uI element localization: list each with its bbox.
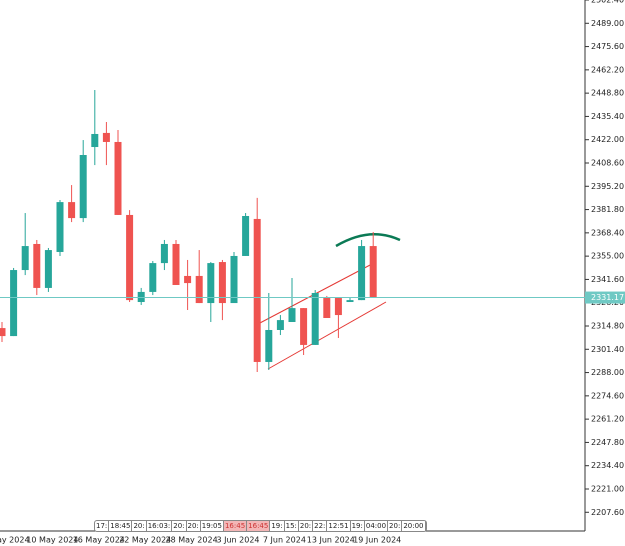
candle-body — [91, 133, 99, 148]
session-label: 20: — [173, 521, 187, 531]
session-label: 04:00 — [365, 521, 389, 531]
y-tick-label: 2395.20 — [591, 182, 624, 191]
y-tick-label: 2502.40 — [591, 0, 624, 5]
session-label: 20: — [389, 521, 403, 531]
candle-body — [276, 320, 284, 330]
session-label: 20:00 — [403, 521, 426, 531]
candle-body — [114, 141, 122, 215]
y-tick-label: 2207.60 — [591, 508, 624, 517]
y-tick-label: 2314.80 — [591, 321, 624, 330]
session-label: 15: — [285, 521, 299, 531]
y-tick-label: 2274.60 — [591, 391, 624, 400]
current-price-box — [585, 291, 625, 304]
session-label: 18:45 — [110, 521, 133, 531]
y-tick-label: 2221.00 — [591, 484, 624, 493]
candle-body — [10, 270, 18, 337]
x-tick-label: 3 Jun 2024 — [216, 536, 259, 545]
candle-body — [137, 291, 145, 303]
candle-body — [21, 246, 29, 271]
candle-body — [56, 202, 64, 252]
candle-body — [33, 243, 41, 288]
candle-body — [207, 263, 215, 304]
candle-body — [369, 246, 377, 298]
x-tick-label: 28 May 2024 — [166, 536, 218, 545]
candle-body — [300, 308, 308, 345]
session-label: 22: — [314, 521, 328, 531]
current-price-label: 2331.17 — [591, 293, 624, 302]
candle-body — [311, 292, 319, 345]
y-tick-label: 2381.80 — [591, 205, 624, 214]
session-label: 19: — [351, 521, 365, 531]
session-label: 16:45 — [223, 521, 248, 531]
y-tick-label: 2475.60 — [591, 42, 624, 51]
x-tick-label: 13 Jun 2024 — [307, 536, 355, 545]
arc-drawing — [335, 233, 401, 248]
session-label: 17: — [96, 521, 110, 531]
session-label: 20: — [187, 521, 201, 531]
candle-body — [323, 298, 331, 318]
x-tick-label: 7 Jun 2024 — [263, 536, 306, 545]
candle-body — [242, 215, 250, 256]
candle-body — [184, 275, 192, 284]
session-label: 20: — [299, 521, 314, 531]
candle-body — [68, 202, 76, 219]
candle-body — [265, 329, 273, 362]
y-tick-label: 2301.40 — [591, 345, 624, 354]
y-tick-label: 2341.60 — [591, 275, 624, 284]
candle-body — [0, 328, 6, 337]
candle-body — [102, 132, 110, 142]
candle-body — [230, 255, 238, 304]
session-label: 19:05 — [201, 521, 224, 531]
x-tick-label: 6 May 2024 — [0, 536, 30, 545]
y-tick-label: 2368.40 — [591, 228, 624, 237]
y-tick-label: 2355.00 — [591, 252, 624, 261]
session-label: 20: — [133, 521, 147, 531]
x-tick-label: 10 May 2024 — [26, 536, 78, 545]
candle-body — [288, 308, 296, 322]
candle-body — [79, 155, 87, 219]
candle-body — [195, 275, 203, 304]
y-tick-label: 2288.00 — [591, 368, 624, 377]
x-tick-label: 19 Jun 2024 — [353, 536, 401, 545]
y-tick-label: 2435.40 — [591, 112, 624, 121]
y-tick-label: 2422.00 — [591, 135, 624, 144]
candle-body — [218, 262, 226, 304]
candle-body — [358, 246, 366, 301]
candle-body — [160, 243, 168, 264]
y-tick-label: 2489.00 — [591, 19, 624, 28]
session-label: 16:45 — [247, 521, 271, 531]
session-label: 19: — [271, 521, 285, 531]
candle-body — [126, 214, 134, 301]
session-label: 12:51 — [328, 521, 351, 531]
session-label: 16:03: — [147, 521, 173, 531]
x-tick-label: 16 May 2024 — [73, 536, 125, 545]
channel-lower — [267, 301, 387, 370]
x-tick-label: 22 May 2024 — [119, 536, 171, 545]
y-tick-label: 2234.40 — [591, 461, 624, 470]
y-tick-label: 2247.80 — [591, 438, 624, 447]
candle-body — [149, 263, 157, 292]
y-tick-label: 2462.20 — [591, 65, 624, 74]
candle-body — [334, 298, 342, 316]
candle-body — [44, 250, 52, 288]
session-labels: 17: 18:45 20: 16:03: 20: 20: 19:05 16:45 16:45 19… — [94, 520, 427, 532]
y-tick-label: 2448.80 — [591, 89, 624, 98]
candle-body — [253, 218, 261, 362]
y-tick-label: 2261.20 — [591, 415, 624, 424]
candle-body — [346, 300, 354, 303]
y-tick-label: 2408.60 — [591, 158, 624, 167]
candle-body — [172, 243, 180, 285]
